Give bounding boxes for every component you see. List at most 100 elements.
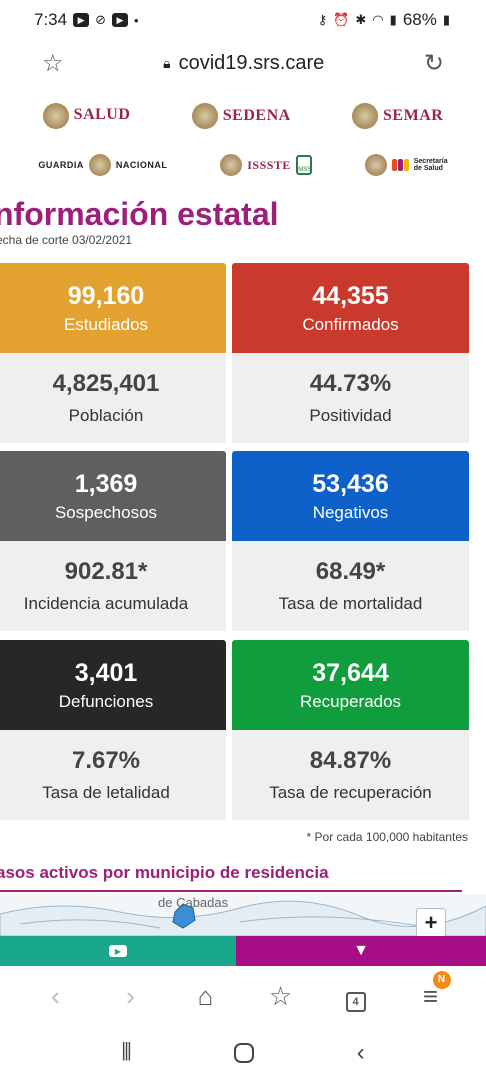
filter-button[interactable]: ▼ xyxy=(236,936,486,966)
system-nav: ⦀ ‹ xyxy=(0,1026,486,1080)
stat-card-negativos-top: 53,436 Negativos xyxy=(232,451,469,541)
stat-card-estudiados: 99,160 Estudiados 4,825,401 Población xyxy=(0,263,226,443)
menu-icon[interactable]: ≡ N xyxy=(411,970,451,1012)
tabs-count: 4 xyxy=(345,991,366,1012)
secretaria-line2: de Salud xyxy=(413,165,443,172)
stat-card-recuperados: 37,644 Recuperados 84.87% Tasa de recupe… xyxy=(232,640,469,820)
reload-icon[interactable]: ↻ xyxy=(423,49,444,77)
tabs-button[interactable]: 4 xyxy=(336,981,376,1012)
system-home-icon[interactable] xyxy=(234,1043,255,1063)
state-seal-icon xyxy=(364,154,387,176)
stat-value: 44,355 xyxy=(312,281,389,310)
status-time: 7:34 xyxy=(34,10,68,29)
stat-value: 902.81* xyxy=(64,558,148,585)
stat-label: Tasa de recuperación xyxy=(269,783,432,802)
stat-card-incidencia: 902.81* Incidencia acumulada xyxy=(0,541,226,631)
logo-imss-text: IMSS xyxy=(296,167,312,173)
stat-value: 99,160 xyxy=(67,281,145,310)
logo-salud: SALUD xyxy=(42,103,131,129)
stat-value: 7.67% xyxy=(71,747,141,774)
stat-value: 37,644 xyxy=(312,658,389,687)
stat-value: 68.49* xyxy=(315,558,386,585)
recent-apps-icon[interactable]: ⦀ xyxy=(121,1039,132,1066)
footnote: * Por cada 100,000 habitantes xyxy=(306,830,468,844)
lock-icon: 🔒︎ xyxy=(163,54,171,71)
alarm-icon: ⏰ xyxy=(333,12,350,27)
guardia-seal-icon xyxy=(88,154,111,176)
action-bar: ▶ ▼ xyxy=(0,936,486,966)
logo-issste: ISSSTE IMSS xyxy=(220,154,312,176)
youtube-button[interactable]: ▶ xyxy=(0,936,236,966)
filter-icon: ▼ xyxy=(353,942,369,959)
stat-card-defunciones: 3,401 Defunciones 7.67% Tasa de letalida… xyxy=(0,640,226,820)
section-title: asos activos por municipio de residencia xyxy=(0,863,329,882)
app-notification-icon: ⊘ xyxy=(95,12,106,27)
more-notifications-icon: • xyxy=(134,12,139,28)
issste-seal-icon xyxy=(220,154,243,176)
stat-label: Negativos xyxy=(312,502,389,522)
stat-value: 44.73% xyxy=(309,370,392,397)
logo-salud-text: SALUD xyxy=(73,106,131,123)
logos-row-top: SALUD SEDENA SEMAR xyxy=(0,98,486,134)
youtube-notification-icon-2: ▶ xyxy=(112,13,128,27)
forward-icon[interactable]: › xyxy=(126,980,135,1011)
menu-badge: N xyxy=(432,970,451,989)
stat-label: Sospechosos xyxy=(54,502,158,522)
logos-row-bottom: GUARDIA NACIONAL ISSSTE IMSS Secretaría … xyxy=(0,148,486,182)
stat-card-estudiados-top: 99,160 Estudiados xyxy=(0,263,226,353)
logo-semar-text: SEMAR xyxy=(383,107,444,124)
stat-card-letalidad: 7.67% Tasa de letalidad xyxy=(0,730,226,820)
map-zoom-in-button[interactable]: + xyxy=(416,908,446,936)
stat-label: Positividad xyxy=(309,406,392,425)
browser-nav: ‹ › ⌂ ☆ 4 ≡ N xyxy=(0,966,486,1026)
logo-semar: SEMAR xyxy=(352,103,443,129)
stat-value: 1,369 xyxy=(74,469,138,498)
stat-card-recuperados-top: 37,644 Recuperados xyxy=(232,640,469,730)
stat-label: Confirmados xyxy=(302,314,399,334)
map-label: de Cabadas xyxy=(158,895,229,910)
mexico-seal-icon xyxy=(352,103,379,129)
stat-card-positividad: 44.73% Positividad xyxy=(232,353,469,443)
battery-level: 68% xyxy=(402,10,437,29)
stat-label: Tasa de letalidad xyxy=(42,783,170,802)
stat-label: Incidencia acumulada xyxy=(23,594,189,613)
stat-value: 53,436 xyxy=(312,469,389,498)
stat-card-confirmados-top: 44,355 Confirmados xyxy=(232,263,469,353)
youtube-notification-icon: ▶ xyxy=(73,13,90,27)
url-text: covid19.srs.care xyxy=(178,51,325,74)
status-bar: 7:34 ▶ ⊘ ▶ • ⚷ ⏰ ✱ ◠ ▮ 68% ▮ xyxy=(0,0,486,40)
bluetooth-icon: ✱ xyxy=(355,12,367,27)
wifi-icon: ◠ xyxy=(372,12,384,27)
map-shapes xyxy=(0,900,486,936)
system-back-icon[interactable]: ‹ xyxy=(356,1039,365,1066)
municipality-map[interactable]: de Cabadas + xyxy=(0,894,486,936)
stat-label: Defunciones xyxy=(58,691,154,711)
logo-sedena-text: SEDENA xyxy=(222,107,291,124)
stat-label: Estudiados xyxy=(63,314,149,334)
home-icon[interactable]: ⌂ xyxy=(197,980,214,1011)
logo-guardia-nacional: GUARDIA NACIONAL xyxy=(38,154,167,176)
stat-card-sospechosos-top: 1,369 Sospechosos xyxy=(0,451,226,541)
bookmark-star-icon[interactable]: ☆ xyxy=(42,49,64,77)
secretaria-mark-icon xyxy=(391,159,409,171)
mexico-seal-icon xyxy=(42,103,69,129)
secretaria-line1: Secretaría xyxy=(413,157,448,165)
url-bar: ☆ 🔒︎ covid19.srs.care ↻ xyxy=(0,40,486,86)
section-divider xyxy=(0,890,462,892)
key-icon: ⚷ xyxy=(317,12,328,27)
stat-label: Tasa de mortalidad xyxy=(278,594,423,613)
stat-card-sospechosos: 1,369 Sospechosos 902.81* Incidencia acu… xyxy=(0,451,226,631)
stat-card-poblacion: 4,825,401 Población xyxy=(0,353,226,443)
stat-label: Población xyxy=(68,406,144,425)
back-icon[interactable]: ‹ xyxy=(51,980,60,1011)
stat-value: 3,401 xyxy=(74,658,138,687)
secretaria-text: Secretaría de Salud xyxy=(414,158,448,173)
stat-card-mortalidad: 68.49* Tasa de mortalidad xyxy=(232,541,469,631)
stat-value: 84.87% xyxy=(309,747,392,774)
bookmarks-icon[interactable]: ☆ xyxy=(268,980,293,1011)
logo-issste-text: ISSSTE xyxy=(247,158,291,172)
address-field[interactable]: 🔒︎ covid19.srs.care xyxy=(163,52,324,75)
stat-card-negativos: 53,436 Negativos 68.49* Tasa de mortalid… xyxy=(232,451,469,631)
logo-imss: IMSS xyxy=(295,155,312,175)
stat-card-recuperacion: 84.87% Tasa de recuperación xyxy=(232,730,469,820)
